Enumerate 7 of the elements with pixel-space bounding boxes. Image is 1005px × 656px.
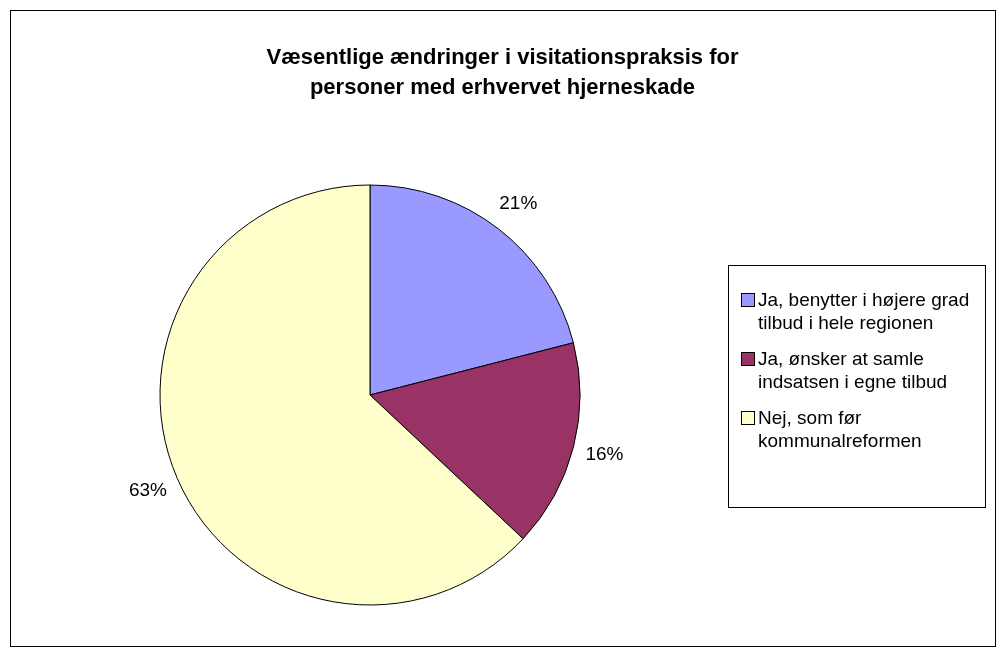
data-label: 63% [128,479,168,501]
legend-label: Ja, ønsker at samle indsatsen i egne tilbud [758,347,949,393]
data-label: 16% [585,443,624,465]
legend-label: Nej, som før kommunalreformen [758,406,923,452]
chart-title: Væsentlige ændringer i visitationspraksis for personer med erhvervet hjerneskade [265,43,740,101]
legend-label: Ja, benytter i højere grad tilbud i hele regionen [758,288,971,334]
data-label: 21% [499,192,538,214]
